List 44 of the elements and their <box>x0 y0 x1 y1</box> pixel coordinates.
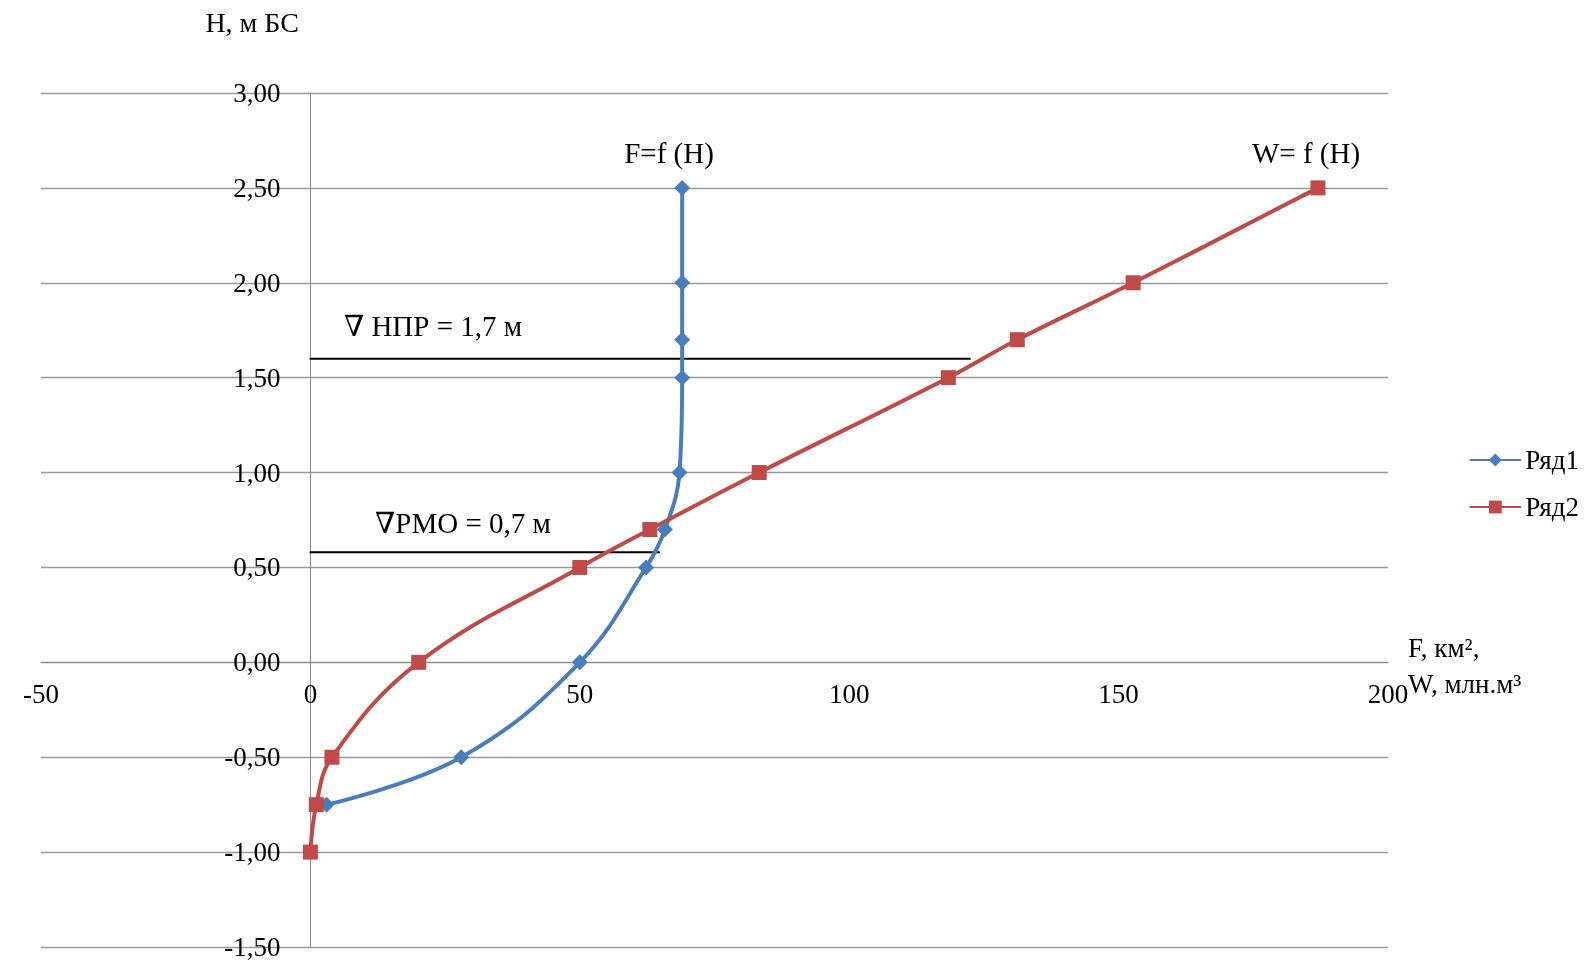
y-tick-label: -1,00 <box>224 837 281 868</box>
point <box>940 370 956 386</box>
x-tick-label: -50 <box>23 678 59 709</box>
y-tick-label: 2,50 <box>233 172 281 203</box>
x-tick-label: 100 <box>828 678 870 709</box>
point <box>411 654 427 670</box>
point <box>674 179 691 196</box>
annotation: F=f (H) <box>624 137 714 170</box>
x-tick-label: 50 <box>566 678 594 709</box>
point <box>671 464 688 481</box>
x-tick-label: 150 <box>1098 678 1139 709</box>
annotation: ∇РМО = 0,7 м <box>375 507 551 539</box>
point <box>453 749 470 766</box>
point <box>674 274 691 291</box>
y-tick-label: 0,00 <box>233 647 281 678</box>
point <box>656 521 673 538</box>
point <box>571 654 588 671</box>
y-tick-label: 1,00 <box>233 457 281 488</box>
y-tick-label: 0,50 <box>233 552 281 583</box>
point <box>674 369 691 386</box>
point <box>1009 332 1025 348</box>
y-axis-title: H, м БС <box>205 6 299 38</box>
y-tick-label: -0,50 <box>224 742 281 773</box>
point <box>1125 275 1141 291</box>
point <box>324 749 340 765</box>
point <box>751 465 767 481</box>
x-axis-title: F, км², W, млн.м³ <box>1408 633 1522 700</box>
point <box>572 559 588 575</box>
x-tick-label: 0 <box>303 678 318 709</box>
y-tick-label: -1,50 <box>224 932 281 962</box>
point <box>1310 180 1326 196</box>
annotation: W= f (H) <box>1251 137 1361 170</box>
y-tick-label: 2,00 <box>233 267 281 298</box>
legend-label: Ряд1 <box>1525 445 1580 475</box>
y-tick-label: 1,50 <box>233 362 281 393</box>
point <box>642 521 658 537</box>
point <box>638 559 655 576</box>
legend-label: Ряд2 <box>1525 492 1580 522</box>
annotation: ∇ НПР = 1,7 м <box>343 310 523 342</box>
point <box>308 797 324 813</box>
x-tick-label: 200 <box>1367 678 1409 709</box>
point <box>674 331 691 348</box>
point <box>302 844 318 860</box>
y-tick-label: 3,00 <box>233 78 281 108</box>
